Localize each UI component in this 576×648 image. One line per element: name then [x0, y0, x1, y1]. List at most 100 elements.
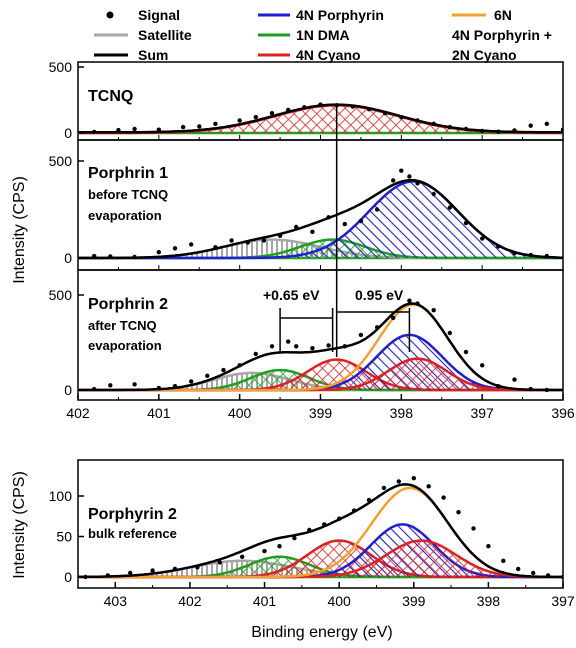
shift-annotation-left: +0.65 eV [263, 287, 320, 303]
signal-point [456, 510, 461, 515]
legend-label: Sum [138, 47, 168, 63]
signal-dot-icon [106, 11, 114, 19]
panel-frame [77, 459, 564, 589]
signal-point [307, 527, 312, 533]
signal-point [415, 301, 420, 306]
component-4n-cyano-fill [78, 358, 563, 390]
legend-item-signal: Signal [106, 7, 180, 23]
signal-point [342, 344, 347, 349]
signal-point [463, 349, 469, 355]
signal-point [381, 485, 387, 491]
panel-sublabel-porphrin-1b: evaporation [88, 208, 162, 223]
y-tick-label: 0 [64, 382, 72, 398]
signal-point [229, 238, 234, 243]
signal-point [132, 382, 137, 387]
signal-point [486, 544, 491, 549]
signal-point [237, 118, 242, 123]
signal-point [447, 205, 452, 210]
signal-point [399, 115, 404, 120]
y-tick-label: 500 [49, 287, 73, 303]
component-4n-cyano-fill [78, 540, 563, 577]
signal-point [116, 127, 121, 133]
signal-point [286, 107, 291, 113]
x-tick-label: 396 [551, 405, 575, 421]
signal-point [172, 566, 178, 572]
x-tick-label: 402 [178, 593, 202, 609]
plot-area [78, 298, 563, 393]
signal-point [396, 479, 401, 484]
plot-area [78, 168, 563, 260]
signal-point [447, 330, 452, 336]
signal-point [172, 246, 178, 251]
y-tick-label: 500 [49, 59, 73, 75]
signal-point [407, 298, 412, 303]
signal-point [195, 565, 200, 570]
signal-point [237, 363, 242, 368]
panel-sublabel-porphrin-2b: evaporation [88, 338, 162, 353]
signal-point [383, 111, 388, 116]
signal-point [531, 570, 536, 576]
signal-point [431, 191, 436, 197]
panel-sublabel-bulk: bulk reference [88, 526, 177, 541]
sum-curve [78, 483, 563, 579]
signal-point [528, 252, 533, 258]
x-tick-label: 403 [104, 593, 128, 609]
signal-point [391, 178, 396, 183]
signal-point [350, 104, 355, 109]
signal-point [431, 121, 436, 127]
signal-point [516, 566, 521, 572]
sum-curve [78, 178, 563, 260]
signal-point [545, 573, 551, 578]
signal-point [197, 124, 202, 129]
signal-point [189, 379, 194, 384]
x-tick-label: 402 [66, 405, 90, 421]
signal-point [374, 325, 380, 330]
signal-point [213, 121, 218, 127]
x-tick-label: 399 [309, 405, 333, 421]
signal-point [318, 102, 323, 107]
panel-sublabel-porphrin-2a: after TCNQ [88, 318, 157, 333]
signal-point [463, 220, 469, 226]
panel-label-porphyrin-2-bulk: Porphyrin 2 [88, 506, 177, 523]
legend-label: Signal [138, 7, 180, 23]
signal-point [544, 121, 549, 127]
signal-point [407, 174, 412, 179]
signal-point [544, 387, 549, 393]
signal-point [322, 522, 327, 527]
x-tick-label: 398 [477, 593, 501, 609]
signal-point [415, 181, 420, 186]
x-tick-label: 397 [470, 405, 494, 421]
signal-point [269, 111, 275, 116]
signal-point [213, 245, 218, 250]
panel-sublabel-porphrin-1a: before TCNQ [88, 187, 168, 202]
signal-point [326, 215, 331, 220]
signal-point [463, 126, 469, 132]
component-4n-porphyrin-fill [78, 181, 563, 258]
signal-point [83, 574, 88, 580]
signal-point [253, 115, 258, 120]
signal-point [240, 554, 245, 559]
plot-area [78, 102, 563, 135]
plot-area [78, 476, 563, 580]
panel-tcnq: 0 500 [49, 59, 564, 141]
panel-porphrin-2: 0 500 396 397 398 399 400 401 402 [49, 269, 575, 421]
legend-item-4n-cyano: 4N Cyano [258, 47, 361, 63]
signal-point [496, 244, 501, 249]
signal-point [92, 253, 97, 259]
signal-point [512, 128, 517, 133]
signal-point [399, 168, 404, 173]
component-4n-cyano-fill [78, 540, 563, 577]
signal-point [374, 207, 380, 212]
legend-item-1n-dma: 1N DMA [258, 27, 350, 43]
signal-point [441, 495, 446, 500]
component-satellite-fill [78, 372, 563, 390]
x-tick-label: 398 [390, 405, 414, 421]
signal-point [310, 346, 315, 351]
signal-point [253, 351, 258, 357]
component-satellite-fill [78, 560, 563, 577]
signal-point [277, 544, 282, 549]
signal-point [132, 126, 137, 132]
component-4n-cyano-fill [78, 105, 563, 133]
x-tick-label: 399 [402, 593, 426, 609]
signal-point [480, 363, 485, 368]
